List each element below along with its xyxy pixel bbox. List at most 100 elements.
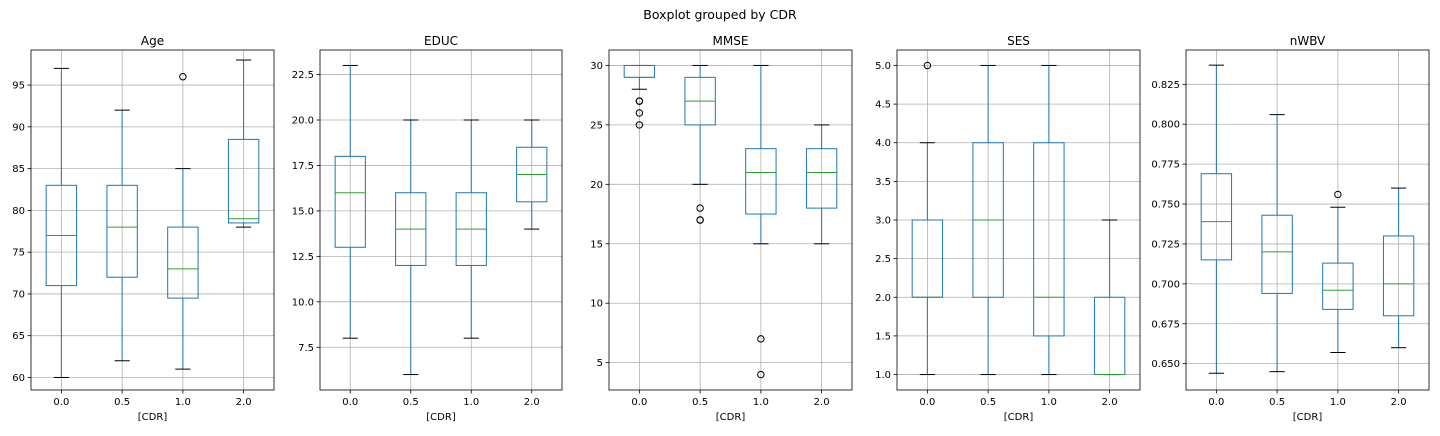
y-tick-label: 0.650 — [1151, 359, 1180, 370]
box-1.0 — [745, 64, 777, 379]
x-tick-label: 2.0 — [1391, 397, 1407, 408]
iqr-box — [1033, 142, 1065, 337]
outlier-point — [696, 204, 704, 212]
y-tick-label: 15 — [590, 239, 603, 250]
outlier-point — [1334, 190, 1342, 199]
subplot-title: SES — [1007, 34, 1030, 48]
outlier-point — [696, 216, 704, 224]
y-tick-label: 1.5 — [875, 331, 891, 342]
box-2.0 — [227, 59, 260, 228]
outlier-point — [757, 370, 765, 379]
box-1.0 — [1322, 190, 1354, 353]
box-0.0 — [1200, 64, 1233, 374]
y-tick-label: 90 — [12, 122, 25, 133]
y-tick-label: 20 — [590, 180, 603, 191]
iqr-box — [1200, 173, 1233, 261]
subplot-title: nWBV — [1290, 34, 1326, 48]
y-tick-label: 2.5 — [875, 254, 891, 265]
subplot-nwbv: nWBV 0.650 0.675 0.700 0.725 0.750 0.775 0.800 0… — [1151, 34, 1430, 423]
y-tick-label: 80 — [12, 206, 25, 217]
x-tick-label: 1.0 — [753, 397, 769, 408]
y-tick-label: 0.825 — [1151, 80, 1180, 91]
x-axis-label: [CDR] — [1004, 412, 1034, 423]
y-tick-label: 95 — [12, 81, 25, 92]
axes-frame — [30, 49, 275, 391]
iqr-box — [1322, 262, 1354, 310]
x-tick-label: 0.5 — [114, 397, 130, 408]
y-tick-label: 10 — [590, 299, 603, 310]
box-2.0 — [516, 119, 548, 230]
box-1.0 — [455, 119, 487, 339]
x-tick-label: 1.0 — [175, 397, 191, 408]
subplot-title: Age — [141, 34, 164, 48]
outlier-point — [635, 109, 644, 117]
y-tick-label: 5.0 — [875, 61, 891, 72]
box-0.0 — [911, 61, 944, 376]
y-tick-label: 30 — [590, 61, 603, 72]
x-tick-label: 1.0 — [463, 397, 479, 408]
y-tick-label: 3.0 — [875, 216, 891, 227]
x-tick-label: 1.0 — [1041, 397, 1057, 408]
y-tick-label: 0.700 — [1151, 279, 1180, 290]
subplot-title: MMSE — [713, 34, 749, 48]
iqr-box — [167, 226, 199, 299]
y-tick-label: 0.675 — [1151, 319, 1180, 330]
outlier-point — [923, 61, 932, 70]
y-tick-label: 3.5 — [875, 177, 891, 188]
x-tick-label: 0.5 — [1269, 397, 1285, 408]
y-tick-label: 85 — [12, 164, 25, 175]
x-tick-label: 2.0 — [1102, 397, 1118, 408]
y-tick-label: 20.0 — [292, 116, 314, 127]
iqr-box — [1382, 235, 1415, 317]
y-tick-label: 0.750 — [1151, 200, 1180, 211]
outlier-point — [635, 121, 644, 129]
y-tick-label: 1.0 — [875, 370, 891, 381]
axes-frame — [1185, 49, 1430, 391]
x-axis-label: [CDR] — [1293, 412, 1323, 423]
subplot-mmse: MMSE 5 10 15 20 25 30 0.0 0.5 1.0 2.0 [CDR] — [590, 34, 853, 423]
axes-frame — [319, 49, 563, 391]
x-axis-label: [CDR] — [426, 412, 456, 423]
y-tick-label: 7.5 — [298, 343, 314, 354]
subplot-ses: SES 1.0 1.5 2.0 2.5 3.0 3.5 4.0 4.5 5.0 0.0 0.5 1.0 2… — [875, 34, 1141, 423]
x-tick-label: 1.0 — [1330, 397, 1346, 408]
subplot-age: Age 60 65 70 75 80 85 90 95 0.0 0.5 1.0 2.0 [CDR] — [12, 34, 275, 423]
x-tick-label: 0.0 — [631, 397, 647, 408]
box-0.5 — [684, 64, 716, 224]
x-tick-label: 0.0 — [342, 397, 358, 408]
y-tick-label: 70 — [12, 289, 25, 300]
y-tick-label: 25 — [590, 120, 603, 131]
box-2.0 — [1382, 187, 1415, 349]
y-tick-label: 17.5 — [292, 161, 314, 172]
x-tick-label: 0.5 — [980, 397, 996, 408]
box-0.0 — [623, 64, 656, 129]
outlier-point — [757, 335, 765, 343]
y-tick-label: 0.725 — [1151, 239, 1180, 250]
y-tick-label: 4.5 — [875, 100, 891, 111]
box-2.0 — [1093, 219, 1126, 376]
y-tick-label: 10.0 — [292, 297, 314, 308]
box-0.5 — [106, 109, 138, 362]
x-tick-label: 0.0 — [1208, 397, 1224, 408]
y-tick-label: 12.5 — [292, 252, 314, 263]
iqr-box — [227, 138, 260, 224]
subplot-title: EDUC — [424, 34, 458, 48]
y-tick-label: 65 — [12, 331, 25, 342]
y-tick-label: 2.0 — [875, 293, 891, 304]
y-tick-label: 5 — [597, 358, 603, 369]
iqr-box — [106, 184, 138, 278]
iqr-box — [805, 148, 838, 209]
outlier-point — [635, 97, 644, 105]
x-tick-label: 0.5 — [403, 397, 419, 408]
axes-frame — [608, 49, 853, 391]
outlier-point — [179, 73, 187, 81]
box-0.5 — [395, 119, 427, 376]
iqr-box — [745, 148, 777, 215]
y-tick-label: 15.0 — [292, 206, 314, 217]
y-tick-label: 75 — [12, 248, 25, 259]
iqr-box — [1261, 214, 1293, 294]
x-tick-label: 0.0 — [53, 397, 69, 408]
box-2.0 — [805, 124, 838, 245]
x-tick-label: 0.5 — [692, 397, 708, 408]
